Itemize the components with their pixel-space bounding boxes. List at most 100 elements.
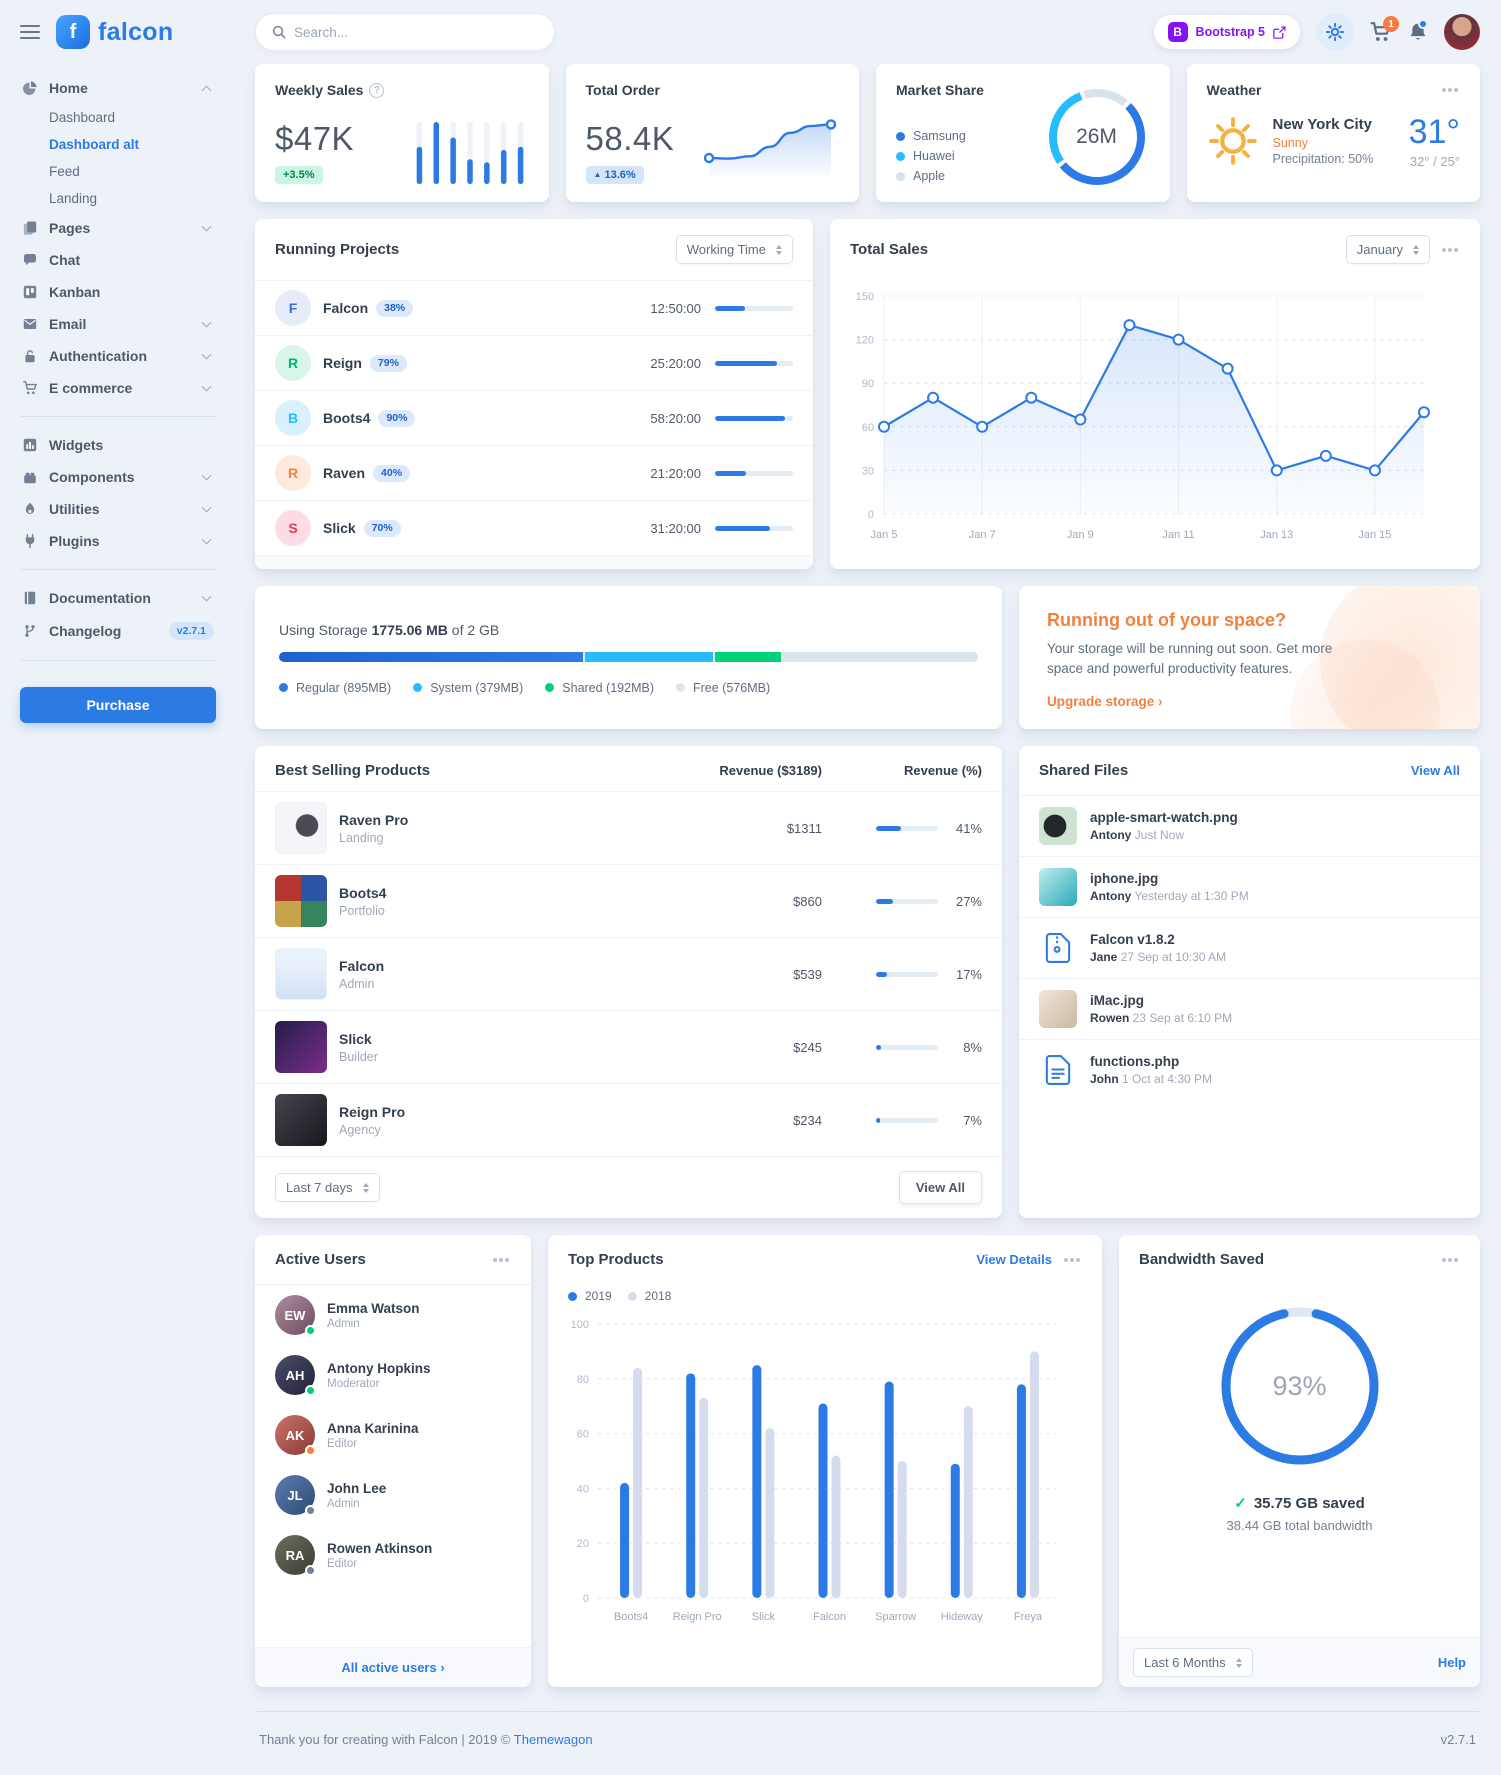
user-role: Admin bbox=[327, 1497, 360, 1510]
sidebar-item-components[interactable]: Components bbox=[20, 461, 216, 493]
user-role: Moderator bbox=[327, 1377, 380, 1390]
last-7-days-select[interactable]: Last 7 days bbox=[275, 1173, 380, 1202]
market-share-donut-chart: 26M bbox=[1044, 84, 1150, 190]
sidebar-item-pages[interactable]: Pages bbox=[20, 212, 216, 244]
month-select[interactable]: January bbox=[1345, 235, 1430, 264]
widgets-icon bbox=[22, 438, 38, 452]
product-category-link[interactable]: Landing bbox=[339, 830, 384, 845]
file-name-link[interactable]: iMac.jpg bbox=[1090, 993, 1145, 1008]
project-row: R Reign 79% 25:20:00 bbox=[255, 335, 813, 390]
legend-item-2019[interactable]: 2019 bbox=[568, 1286, 612, 1306]
legend-item-2018[interactable]: 2018 bbox=[627, 1286, 671, 1306]
sidebar-item-plugins[interactable]: Plugins bbox=[20, 525, 216, 557]
product-name-link[interactable]: Boots4 bbox=[339, 884, 387, 901]
view-all-button[interactable]: View All bbox=[898, 1171, 982, 1204]
project-avatar: R bbox=[275, 455, 311, 491]
sidebar-item-chat[interactable]: Chat bbox=[20, 244, 216, 276]
file-meta: Antony Just Now bbox=[1090, 828, 1185, 842]
sidebar-item-e-commerce[interactable]: E commerce bbox=[20, 372, 216, 404]
file-thumbnail bbox=[1039, 807, 1077, 845]
storage-legend-regular: Regular (895MB) bbox=[279, 678, 391, 698]
product-name-link[interactable]: Slick bbox=[339, 1030, 372, 1047]
view-details-link[interactable]: View Details bbox=[976, 1252, 1052, 1267]
file-name-link[interactable]: functions.php bbox=[1090, 1054, 1180, 1069]
product-row: Slick Builder $245 8% bbox=[255, 1010, 1002, 1083]
sidebar-item-feed[interactable]: Feed bbox=[49, 164, 80, 179]
user-name-link[interactable]: Anna Karinina bbox=[327, 1420, 419, 1436]
falcon-logo[interactable]: f falcon bbox=[56, 15, 173, 49]
sidebar-item-documentation[interactable]: Documentation bbox=[20, 582, 216, 614]
file-name-link[interactable]: Falcon v1.8.2 bbox=[1090, 932, 1175, 947]
total-sales-card: Total Sales January 0 30 60 90 120 150 Jan 5 Ja… bbox=[830, 219, 1480, 569]
more-options-icon[interactable] bbox=[1070, 1257, 1074, 1262]
product-name-link[interactable]: Falcon bbox=[339, 957, 385, 974]
bootstrap-5-button[interactable]: B Bootstrap 5 bbox=[1153, 15, 1300, 49]
project-name-link[interactable]: Raven bbox=[323, 465, 366, 481]
user-name-link[interactable]: Rowen Atkinson bbox=[327, 1540, 433, 1556]
user-name-link[interactable]: Antony Hopkins bbox=[327, 1360, 431, 1376]
product-category-link[interactable]: Builder bbox=[339, 1049, 378, 1064]
svg-text:Jan 5: Jan 5 bbox=[871, 529, 898, 541]
purchase-button[interactable]: Purchase bbox=[20, 687, 216, 723]
sidebar-item-label: Plugins bbox=[49, 533, 100, 549]
search-input[interactable] bbox=[294, 24, 538, 40]
product-name-link[interactable]: Reign Pro bbox=[339, 1103, 406, 1120]
show-all-projects-link[interactable]: Show all projects › bbox=[255, 555, 813, 569]
sidebar-item-authentication[interactable]: Authentication bbox=[20, 340, 216, 372]
sidebar-item-dashboard-alt[interactable]: Dashboard alt bbox=[49, 137, 140, 152]
chevron-down-icon bbox=[201, 591, 212, 602]
product-category-link[interactable]: Agency bbox=[339, 1122, 381, 1137]
help-icon[interactable]: ? bbox=[369, 82, 385, 98]
user-name-link[interactable]: Emma Watson bbox=[327, 1300, 420, 1316]
settings-gear-icon[interactable] bbox=[1316, 13, 1354, 51]
last-6-months-select[interactable]: Last 6 Months bbox=[1133, 1648, 1253, 1677]
product-name-link[interactable]: Raven Pro bbox=[339, 811, 409, 828]
product-category-link[interactable]: Portfolio bbox=[339, 903, 385, 918]
project-name-link[interactable]: Slick bbox=[323, 520, 356, 536]
more-options-icon[interactable] bbox=[1448, 88, 1452, 92]
sidebar-item-widgets[interactable]: Widgets bbox=[20, 429, 216, 461]
file-name-link[interactable]: iphone.jpg bbox=[1090, 871, 1159, 886]
sidebar-item-changelog[interactable]: Changelog v2.7.1 bbox=[20, 614, 216, 648]
sidebar-item-dashboard[interactable]: Dashboard bbox=[49, 110, 116, 125]
svg-text:90: 90 bbox=[862, 378, 874, 390]
sidebar-item-landing[interactable]: Landing bbox=[49, 191, 98, 206]
file-name-link[interactable]: apple-smart-watch.png bbox=[1090, 810, 1238, 825]
user-name-link[interactable]: John Lee bbox=[327, 1480, 387, 1496]
more-options-icon[interactable] bbox=[499, 1257, 503, 1262]
sidebar-item-home[interactable]: Home bbox=[20, 72, 216, 104]
project-time: 25:20:00 bbox=[650, 355, 701, 371]
svg-text:Jan 13: Jan 13 bbox=[1260, 529, 1293, 541]
themewagon-link[interactable]: Themewagon bbox=[513, 1732, 593, 1747]
sidebar-toggle-icon[interactable] bbox=[20, 25, 40, 39]
sidebar-item-label: E commerce bbox=[49, 380, 133, 396]
product-pct: 41% bbox=[955, 820, 982, 836]
active-users-title: Active Users bbox=[275, 1251, 366, 1268]
project-progress-track bbox=[715, 360, 793, 366]
project-name-link[interactable]: Boots4 bbox=[323, 410, 371, 426]
more-options-icon[interactable] bbox=[1448, 247, 1452, 252]
sidebar-item-utilities[interactable]: Utilities bbox=[20, 493, 216, 525]
storage-segment-system bbox=[584, 651, 714, 662]
bootstrap-label: Bootstrap 5 bbox=[1195, 25, 1265, 39]
sidebar-item-kanban[interactable]: Kanban bbox=[20, 276, 216, 308]
view-all-link[interactable]: View All bbox=[1410, 763, 1460, 778]
all-active-users-link[interactable]: All active users › bbox=[255, 1647, 531, 1687]
search-box[interactable] bbox=[255, 13, 555, 51]
project-name-link[interactable]: Reign bbox=[323, 355, 362, 371]
more-options-icon[interactable] bbox=[1448, 1257, 1452, 1262]
lock-icon bbox=[22, 349, 38, 363]
working-time-select[interactable]: Working Time bbox=[675, 235, 793, 264]
project-name-link[interactable]: Falcon bbox=[323, 300, 369, 316]
help-link[interactable]: Help bbox=[1437, 1655, 1466, 1670]
product-category-link[interactable]: Admin bbox=[339, 976, 375, 991]
product-revenue-pct-cell: 7% bbox=[822, 1113, 982, 1128]
upgrade-storage-link[interactable]: Upgrade storage › bbox=[1047, 693, 1163, 709]
project-progress-badge: 70% bbox=[363, 519, 401, 537]
plug-icon bbox=[22, 534, 38, 548]
user-avatar[interactable] bbox=[1444, 14, 1480, 50]
notifications-bell-icon[interactable] bbox=[1408, 19, 1428, 42]
cart-icon[interactable]: 1 bbox=[1370, 16, 1399, 42]
code-branch-icon bbox=[22, 624, 38, 638]
sidebar-item-email[interactable]: Email bbox=[20, 308, 216, 340]
